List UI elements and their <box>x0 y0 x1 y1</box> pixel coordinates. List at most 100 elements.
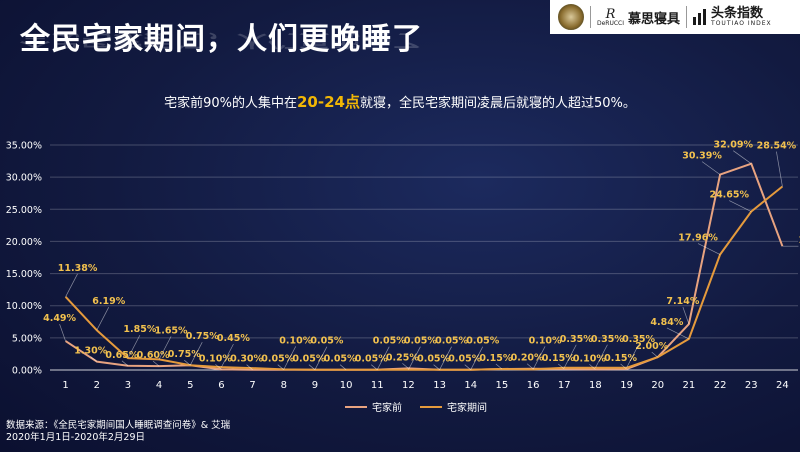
data-label-leader <box>59 324 66 342</box>
x-tick-label: 19 <box>620 380 633 391</box>
derucci-logo: R DeRUCCI 慕思寝具 <box>597 8 680 27</box>
data-label-leader <box>589 364 596 370</box>
data-label: 0.05% <box>355 354 388 365</box>
data-label: 0.10% <box>573 353 606 364</box>
data-label-leader <box>121 360 129 367</box>
data-label: 1.85% <box>123 324 156 335</box>
x-tick-label: 5 <box>187 380 193 391</box>
legend-item-before: 宅家前 <box>345 399 402 414</box>
toutiao-bars-icon <box>693 9 707 25</box>
data-label: 0.05% <box>261 354 294 365</box>
data-label-leader <box>215 364 222 370</box>
x-tick-label: 13 <box>433 380 446 391</box>
subtitle-after: 就寝，全民宅家期间凌晨后就寝的人超过50%。 <box>359 96 636 111</box>
data-label: 2.00% <box>635 341 668 352</box>
data-label: 0.75% <box>186 331 219 342</box>
x-tick-label: 9 <box>312 380 318 391</box>
data-label: 0.20% <box>511 353 544 364</box>
data-label: 0.35% <box>591 334 624 345</box>
logo-divider <box>590 6 591 28</box>
data-label-leader <box>776 151 783 187</box>
data-label-leader <box>526 363 534 369</box>
data-label: 1.30% <box>74 346 107 357</box>
data-label-leader <box>697 243 721 255</box>
data-label: 17.96% <box>678 233 718 244</box>
data-label: 0.10% <box>279 335 312 346</box>
x-tick-label: 12 <box>402 380 415 391</box>
x-tick-label: 24 <box>776 380 789 391</box>
data-label-leader <box>439 346 452 370</box>
x-tick-label: 20 <box>651 380 664 391</box>
y-tick-label: 30.00% <box>6 173 42 184</box>
data-label-leader <box>408 346 421 370</box>
data-label: 0.35% <box>560 334 593 345</box>
data-label-leader <box>371 364 378 370</box>
legend-label-before: 宅家前 <box>372 403 402 414</box>
x-tick-label: 11 <box>371 380 384 391</box>
data-label-leader <box>158 336 172 360</box>
data-label-leader <box>733 150 752 164</box>
data-label-leader <box>433 364 440 370</box>
data-label: 4.84% <box>650 317 683 328</box>
y-tick-label: 5.00% <box>12 333 42 344</box>
logo-bar: R DeRUCCI 慕思寝具 头条指数 TOUTIAO INDEX <box>550 0 800 34</box>
data-label-leader <box>595 344 608 368</box>
data-label-leader <box>495 363 503 370</box>
data-label: 0.30% <box>230 354 263 365</box>
data-label: 30.39% <box>682 151 722 162</box>
data-label-leader <box>464 364 471 370</box>
x-tick-label: 23 <box>745 380 758 391</box>
data-label: 6.19% <box>92 296 125 307</box>
data-label: 0.05% <box>310 336 343 347</box>
x-tick-label: 21 <box>683 380 696 391</box>
x-tick-label: 18 <box>589 380 602 391</box>
data-label-leader <box>558 363 565 370</box>
legend-line-during <box>420 405 442 408</box>
data-label: 0.05% <box>466 336 499 347</box>
data-label: 24.65% <box>709 190 749 201</box>
data-label-leader <box>682 306 690 325</box>
data-label: 0.05% <box>448 354 481 365</box>
derucci-name: 慕思寝具 <box>628 11 681 27</box>
x-tick-label: 10 <box>340 380 353 391</box>
data-label-leader <box>90 356 97 362</box>
legend-label-during: 宅家期间 <box>447 403 487 414</box>
data-label-leader <box>376 346 390 370</box>
subtitle-before: 宅家前90%的人集中在 <box>164 96 297 111</box>
data-label-leader <box>701 161 721 175</box>
data-label-leader <box>314 346 328 370</box>
x-tick-label: 7 <box>249 380 255 391</box>
chart-subtitle: 宅家前90%的人集中在20-24点就寝，全民宅家期间凌晨后就寝的人超过50%。 <box>0 91 800 112</box>
data-label-leader <box>184 359 191 366</box>
data-label: 0.05% <box>324 354 357 365</box>
data-label: 0.35% <box>622 334 655 345</box>
y-tick-label: 20.00% <box>6 237 42 248</box>
data-label: 0.05% <box>404 336 437 347</box>
data-label: 7.14% <box>666 296 699 307</box>
data-label-leader <box>127 334 141 359</box>
x-tick-label: 3 <box>125 380 131 391</box>
source-line-2: 2020年1月1日-2020年2月29日 <box>6 432 146 444</box>
x-tick-label: 14 <box>464 380 477 391</box>
data-label-leader <box>65 273 78 298</box>
source-line-1: 数据来源：《全民宅家期间国人睡眠调查问卷》& 艾瑞 <box>6 420 231 431</box>
data-label: 0.10% <box>529 335 562 346</box>
data-label-leader <box>620 363 627 370</box>
y-tick-label: 10.00% <box>6 301 42 312</box>
data-label: 0.05% <box>292 354 325 365</box>
data-label: 0.60% <box>137 350 170 361</box>
subtitle-highlight: 20-24点 <box>297 93 360 111</box>
seal-logo-icon <box>558 4 584 30</box>
chart-legend: 宅家前 宅家期间 <box>345 399 487 414</box>
data-label: 0.45% <box>217 333 250 344</box>
x-tick-label: 16 <box>527 380 540 391</box>
data-label-leader <box>626 344 639 368</box>
data-label-leader <box>532 346 546 370</box>
series-line <box>64 185 784 371</box>
derucci-sub: DeRUCCI <box>597 19 625 27</box>
data-label: 0.65% <box>105 350 138 361</box>
y-tick-label: 35.00% <box>6 141 42 152</box>
data-label: 19.26% <box>798 235 800 246</box>
y-tick-label: 0.00% <box>12 366 42 377</box>
data-label: 0.25% <box>386 352 419 363</box>
